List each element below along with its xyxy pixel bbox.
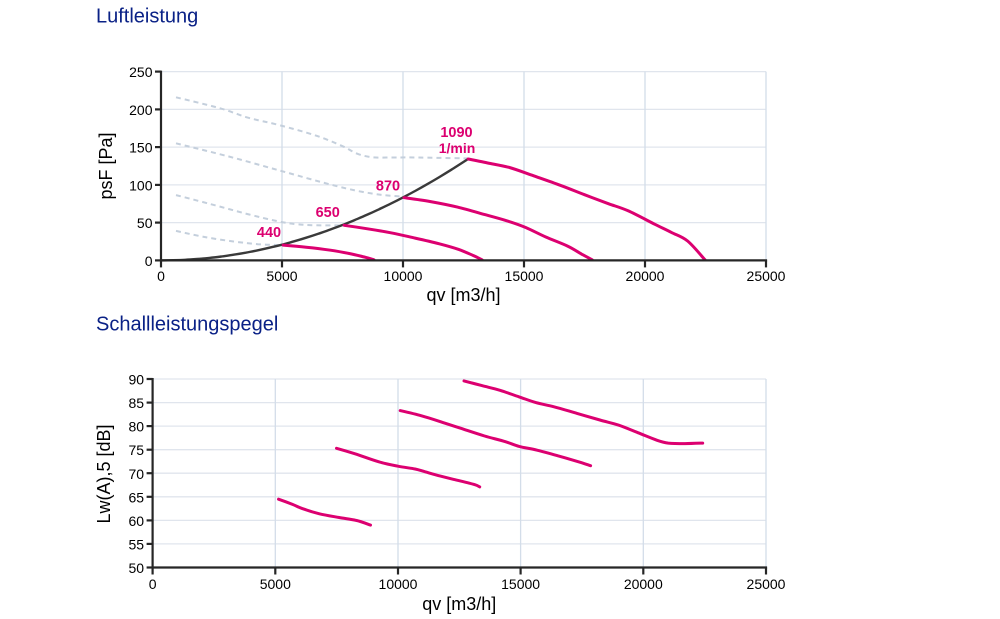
svg-text:Schallleistungspegel: Schallleistungspegel <box>96 314 278 336</box>
svg-text:15000: 15000 <box>501 576 540 592</box>
svg-text:50: 50 <box>137 215 153 231</box>
svg-text:100: 100 <box>129 177 153 193</box>
svg-text:psF [Pa]: psF [Pa] <box>96 132 116 199</box>
svg-text:50: 50 <box>129 560 145 576</box>
svg-text:650: 650 <box>316 205 340 221</box>
svg-text:80: 80 <box>129 419 145 435</box>
svg-text:25000: 25000 <box>747 576 786 592</box>
svg-text:870: 870 <box>376 178 400 194</box>
svg-text:250: 250 <box>129 64 153 80</box>
svg-text:10000: 10000 <box>384 268 423 284</box>
svg-text:qv [m3/h]: qv [m3/h] <box>426 285 500 305</box>
svg-text:qv [m3/h]: qv [m3/h] <box>422 594 496 614</box>
svg-text:150: 150 <box>129 140 153 156</box>
svg-text:55: 55 <box>129 536 145 552</box>
svg-text:85: 85 <box>129 395 145 411</box>
svg-text:25000: 25000 <box>747 268 786 284</box>
svg-text:0: 0 <box>145 253 153 269</box>
svg-text:Luftleistung: Luftleistung <box>96 6 198 28</box>
svg-text:20000: 20000 <box>626 268 665 284</box>
svg-text:Lw(A),5 [dB]: Lw(A),5 [dB] <box>94 424 114 523</box>
svg-text:440: 440 <box>257 225 281 241</box>
svg-text:5000: 5000 <box>266 268 297 284</box>
svg-text:5000: 5000 <box>260 576 291 592</box>
svg-text:1/min: 1/min <box>439 140 476 156</box>
svg-text:70: 70 <box>129 466 145 482</box>
svg-text:90: 90 <box>129 372 145 388</box>
svg-text:0: 0 <box>157 268 165 284</box>
svg-text:0: 0 <box>149 576 157 592</box>
svg-text:60: 60 <box>129 513 145 529</box>
svg-text:200: 200 <box>129 102 153 118</box>
svg-text:15000: 15000 <box>505 268 544 284</box>
svg-text:10000: 10000 <box>379 576 418 592</box>
svg-text:1090: 1090 <box>440 125 472 141</box>
svg-text:65: 65 <box>129 489 145 505</box>
svg-text:20000: 20000 <box>624 576 663 592</box>
svg-text:75: 75 <box>129 442 145 458</box>
